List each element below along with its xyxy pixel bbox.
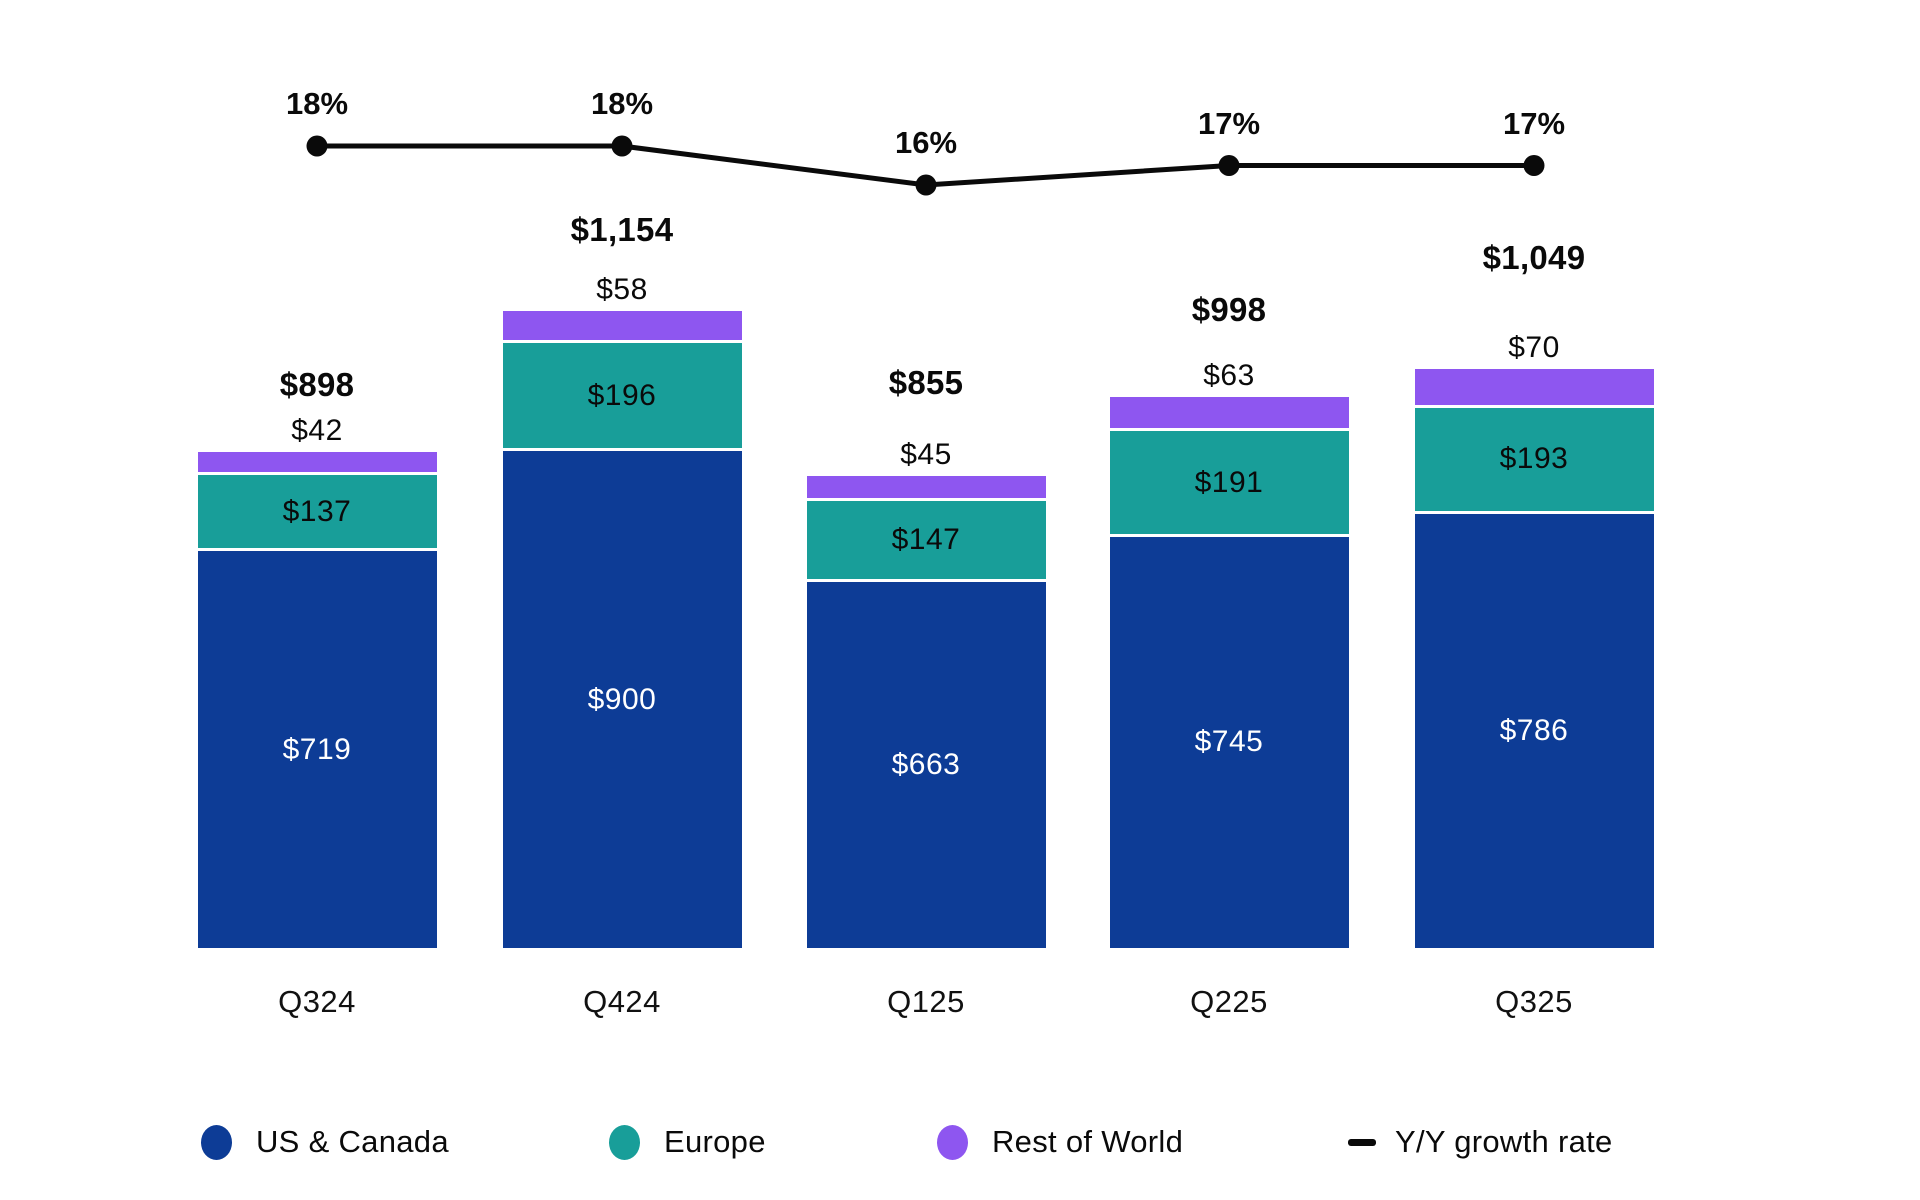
bar-segment-europe: [806, 500, 1046, 580]
x-axis-label-q424: Q424: [583, 984, 661, 1019]
legend-dash-icon: [1348, 1138, 1376, 1146]
us-canada-value-label: $719: [282, 732, 352, 766]
bar-segment-rest-of-world: [502, 310, 742, 340]
us-canada-value-label: $900: [587, 682, 657, 716]
total-value-label: $898: [279, 366, 355, 403]
europe-value-label: $196: [587, 378, 657, 412]
bar-segment-europe: [1109, 431, 1349, 534]
us-canada-value-label: $786: [1499, 714, 1569, 748]
bar-segment-us-canada: [502, 451, 742, 948]
bar-segment-us-canada: [1414, 514, 1654, 948]
x-axis-label-q225: Q225: [1190, 984, 1268, 1019]
x-axis-label-q125: Q125: [887, 984, 965, 1019]
legend-label: US & Canada: [256, 1124, 449, 1159]
rest-of-world-value-label: $58: [596, 272, 648, 306]
growth-rate-label: 16%: [894, 125, 958, 160]
bar-segment-europe: [1414, 407, 1654, 512]
rest-of-world-value-label: $45: [900, 438, 952, 472]
europe-value-label: $137: [282, 494, 352, 528]
x-axis-label-q325: Q325: [1495, 984, 1573, 1019]
legend-dot-icon: [609, 1124, 640, 1160]
legend-dot-icon: [201, 1124, 232, 1160]
rest-of-world-value-label: $70: [1508, 330, 1560, 364]
legend-item-us-canada: US & Canada: [201, 1122, 449, 1162]
bar-segment-rest-of-world: [1109, 397, 1349, 429]
us-canada-value-label: $663: [891, 748, 961, 781]
x-axis-label-q324: Q324: [278, 984, 356, 1019]
legend-item-y-y-growth-rate: Y/Y growth rate: [1348, 1122, 1613, 1162]
rest-of-world-value-label: $63: [1203, 359, 1255, 393]
growth-rate-label: 18%: [590, 86, 654, 121]
europe-value-label: $193: [1499, 442, 1569, 476]
total-value-label: $998: [1191, 291, 1267, 328]
legend-label: Y/Y growth rate: [1395, 1124, 1613, 1159]
total-value-label: $1,154: [570, 211, 674, 248]
bar-segment-us-canada: [1109, 536, 1349, 948]
bar-segment-us-canada: [197, 551, 437, 948]
growth-rate-label: 18%: [285, 86, 349, 121]
legend-dot-icon: [937, 1124, 968, 1160]
bar-segment-us-canada: [806, 582, 1046, 948]
us-canada-value-label: $745: [1194, 725, 1264, 759]
total-value-label: $855: [888, 364, 964, 401]
total-value-label: $1,049: [1482, 239, 1586, 276]
legend-item-europe: Europe: [609, 1122, 766, 1162]
europe-value-label: $147: [891, 522, 961, 556]
bar-segment-rest-of-world: [197, 452, 437, 473]
rest-of-world-value-label: $42: [291, 414, 343, 448]
bar-segment-europe: [197, 475, 437, 549]
legend-label: Europe: [664, 1124, 766, 1159]
legend-label: Rest of World: [992, 1124, 1184, 1159]
bar-segment-rest-of-world: [806, 476, 1046, 498]
bar-segment-rest-of-world: [1414, 368, 1654, 405]
bar-segment-europe: [502, 343, 742, 449]
legend-item-rest-of-world: Rest of World: [937, 1122, 1183, 1162]
growth-rate-label: 17%: [1197, 105, 1261, 141]
europe-value-label: $191: [1194, 465, 1264, 499]
growth-rate-label: 17%: [1502, 105, 1566, 141]
